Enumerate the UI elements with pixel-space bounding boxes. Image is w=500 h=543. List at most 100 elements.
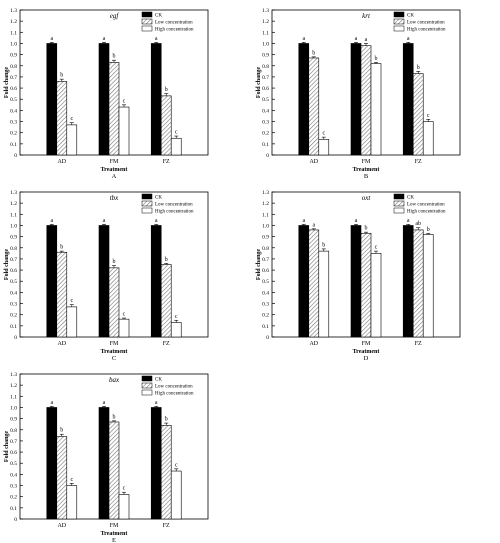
bar	[422, 121, 434, 156]
y-tick-label: 1.0	[262, 223, 269, 229]
chart-panel: 0 0.1 0.2 0.3 0.4 0.5 0.6 0.7 0.8 0.9 1.0 1.1 1.2 1.3…	[4, 372, 209, 543]
significance-letter: b	[60, 245, 63, 251]
x-tick-label: AD	[309, 159, 318, 165]
bar	[108, 421, 120, 520]
bar	[170, 322, 182, 338]
legend-label: CK	[155, 196, 162, 201]
y-axis-label: Fold change	[4, 67, 10, 99]
y-tick-label: 1.0	[10, 223, 17, 229]
significance-letter: b	[60, 73, 63, 79]
legend-swatch	[393, 18, 405, 25]
significance-letter: b	[417, 65, 420, 71]
legend-label: Low concentration	[155, 385, 193, 390]
x-tick-label: FZ	[163, 341, 170, 347]
significance-letter: c	[123, 312, 126, 318]
y-tick-label: 1.2	[10, 383, 17, 389]
significance-letter: a	[50, 400, 53, 406]
legend-swatch	[141, 25, 153, 32]
panels: 0 0.1 0.2 0.3 0.4 0.5 0.6 0.7 0.8 0.9 1.0 1.1 1.2 1.3…	[4, 8, 461, 543]
chart-panel: 0 0.1 0.2 0.3 0.4 0.5 0.6 0.7 0.8 0.9 1.0 1.1 1.2 1.3…	[256, 8, 461, 180]
bar	[370, 63, 382, 156]
bar	[402, 225, 414, 338]
y-tick-label: 0.1	[10, 506, 17, 512]
x-tick-label: FZ	[163, 523, 170, 529]
y-tick-label: 0.9	[10, 235, 17, 241]
y-tick-label: 0.7	[10, 439, 17, 445]
x-axis-label: Treatment	[101, 531, 128, 537]
significance-letter: a	[103, 218, 106, 224]
legend-label: High concentration	[155, 210, 194, 215]
y-tick-label: 0.3	[10, 302, 17, 308]
bar	[308, 57, 320, 156]
significance-letter: a	[155, 400, 158, 406]
y-axis-label: Fold change	[256, 249, 262, 281]
y-tick-label: 0.3	[262, 120, 269, 126]
significance-letter: b	[375, 56, 378, 62]
bar	[370, 253, 382, 338]
bar	[308, 229, 320, 338]
bar	[108, 267, 120, 338]
y-tick-label: 0.5	[262, 97, 269, 103]
significance-letter: c	[123, 486, 126, 492]
legend-label: CK	[155, 378, 162, 383]
bar	[66, 124, 78, 156]
bar	[160, 425, 172, 520]
y-axis-label: Fold change	[4, 431, 10, 463]
significance-letter: c	[70, 477, 73, 483]
bar	[170, 137, 182, 156]
y-tick-label: 0.7	[262, 257, 269, 263]
bar	[98, 407, 110, 520]
significance-letter: c	[175, 314, 178, 320]
legend-label: Low concentration	[155, 21, 193, 26]
x-tick-label: FZ	[163, 159, 170, 165]
chart-panel: 0 0.1 0.2 0.3 0.4 0.5 0.6 0.7 0.8 0.9 1.0 1.1 1.2 1.3…	[4, 8, 209, 180]
y-tick-label: 0.4	[10, 472, 17, 478]
legend-swatch	[141, 18, 153, 25]
legend-swatch	[141, 193, 153, 200]
y-tick-label: 1.0	[262, 41, 269, 47]
y-tick-label: 1.3	[10, 190, 17, 196]
significance-letter: c	[175, 130, 178, 136]
legend-label: High concentration	[155, 392, 194, 397]
y-tick-label: 0.1	[262, 142, 269, 148]
y-tick-label: 0.1	[262, 324, 269, 330]
legend-label: High concentration	[407, 210, 446, 215]
significance-letter: a	[355, 36, 358, 42]
legend-label: Low concentration	[155, 203, 193, 208]
chart-title: bax	[109, 376, 120, 384]
y-tick-label: 0	[266, 153, 269, 159]
significance-letter: a	[103, 400, 106, 406]
bar	[160, 264, 172, 338]
significance-letter: a	[355, 218, 358, 224]
bar	[56, 81, 68, 156]
y-tick-label: 0.2	[10, 131, 17, 137]
y-tick-label: 1.2	[10, 201, 17, 207]
legend-swatch	[393, 193, 405, 200]
bar	[98, 43, 110, 156]
y-tick-label: 0.9	[262, 53, 269, 59]
legend-swatch	[141, 200, 153, 207]
y-tick-label: 1.0	[10, 405, 17, 411]
significance-letter: a	[365, 37, 368, 43]
legend-label: High concentration	[155, 28, 194, 33]
legend-swatch	[393, 11, 405, 18]
significance-letter: c	[175, 462, 178, 468]
bar	[412, 229, 424, 338]
legend-swatch	[141, 389, 153, 396]
significance-letter: a	[407, 36, 410, 42]
y-tick-label: 0.6	[10, 450, 17, 456]
significance-letter: a	[155, 218, 158, 224]
bar	[350, 225, 362, 338]
y-tick-label: 0.2	[262, 313, 269, 319]
significance-letter: b	[165, 417, 168, 423]
y-tick-label: 0.1	[10, 142, 17, 148]
bar	[412, 73, 424, 156]
legend-label: Low concentration	[407, 21, 445, 26]
y-tick-label: 1.1	[262, 212, 269, 218]
x-axis-label: Treatment	[101, 167, 128, 173]
legend-label: Low concentration	[407, 203, 445, 208]
bar	[118, 494, 130, 520]
bar	[46, 407, 58, 520]
chart-panel: 0 0.1 0.2 0.3 0.4 0.5 0.6 0.7 0.8 0.9 1.0 1.1 1.2 1.3…	[256, 190, 461, 362]
y-tick-label: 0.5	[10, 461, 17, 467]
